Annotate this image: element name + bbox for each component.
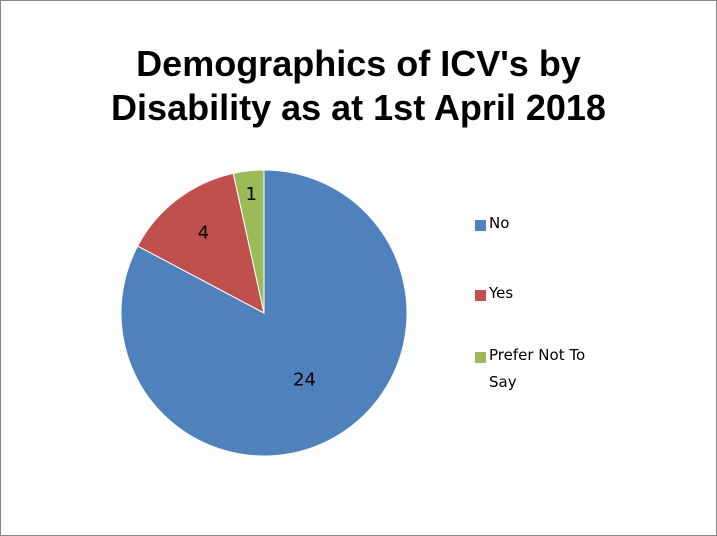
legend-swatch-no <box>475 220 486 231</box>
legend-item-yes: Yes <box>475 284 609 307</box>
legend-label-prefer-not-to-say: Prefer Not To Say <box>489 346 586 391</box>
pie-slice-yes <box>136 172 265 314</box>
legend-item-no: No <box>475 214 609 237</box>
chart-title: Demographics of ICV's by Disability as a… <box>0 42 717 130</box>
legend-swatch-yes <box>475 290 486 301</box>
legend-label-yes: Yes <box>489 284 514 302</box>
data-label-yes: 4 <box>198 222 209 243</box>
pie-slice-no <box>120 169 408 457</box>
data-label-prefer-not-to-say: 1 <box>245 184 256 205</box>
pie-slice-prefer-not-to-say <box>232 169 265 314</box>
legend-label-no: No <box>489 214 510 232</box>
chart-title-line-1: Demographics of ICV's by <box>136 43 581 84</box>
legend-swatch-prefer-not-to-say <box>475 352 486 363</box>
data-label-no: 24 <box>293 369 316 390</box>
chart-title-line-2: Disability as at 1st April 2018 <box>111 87 606 128</box>
legend-item-prefer-not-to-say: Prefer Not To Say <box>475 346 609 396</box>
